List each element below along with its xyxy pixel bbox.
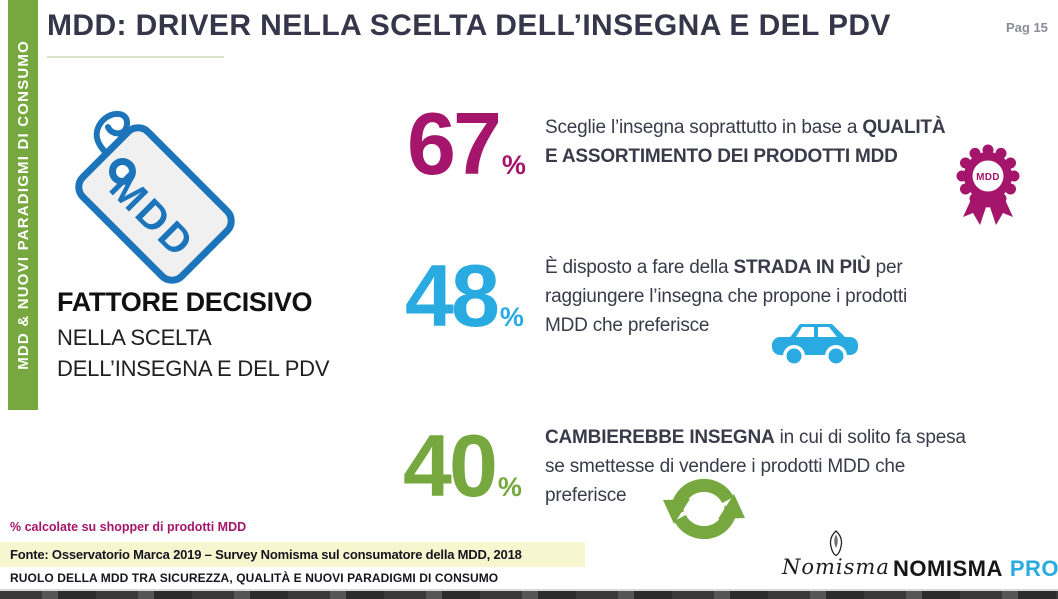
page-title: MDD: DRIVER NELLA SCELTA DELL’INSEGNA E … [47,9,891,42]
stat-text-bold: STRADA IN PIÙ [733,257,871,278]
tag-string [93,110,130,171]
stat-text-regular: raggiungere l’insegna che propone i prod… [545,286,907,307]
percent-sign: % [501,149,526,180]
stat-text-40: CAMBIEREBBE INSEGNA in cui di solito fa … [545,423,1037,510]
left-sub-line1: NELLA SCELTA [57,325,212,350]
bottom-strip [0,589,1058,599]
award-rosette-icon: MDD [956,144,1020,225]
stat-digits: 48 [405,246,500,345]
sidebar-band: MDD & NUOVI PARADIGMI DI CONSUMO [8,0,38,410]
stat-text-48: È disposto a fare della STRADA IN PIÙ pe… [545,253,1037,340]
stat-text-regular: MDD che preferisce [545,315,710,336]
percent-sign: % [497,471,522,502]
stat-text-regular: preferisce [545,485,627,506]
stat-text-bold: QUALITÀ [862,117,946,138]
title-underline [47,56,224,58]
stat-digits: 40 [403,416,498,515]
stat-text-bold: E ASSORTIMENTO DEI PRODOTTI MDD [545,146,898,167]
nomisma-pro-logo: NOMISMA PRO [893,556,1058,582]
footnote: % calcolate su shopper di prodotti MDD [10,520,247,534]
source-highlight-band: Fonte: Osservatorio Marca 2019 – Survey … [0,542,585,567]
mdd-tag-icon: MDD [75,110,235,284]
left-sub-line2: DELL’INSEGNA E DEL PDV [57,356,330,381]
percent-sign: % [499,301,524,332]
stat-text-regular: se smettesse di vendere i prodotti MDD c… [545,456,906,477]
stat-text-bold: CAMBIEREBBE INSEGNA [545,427,775,448]
stat-digits: 67 [407,94,502,193]
nomisma-pro-suffix: PRO [1009,556,1058,581]
left-subheading: NELLA SCELTA DELL’INSEGNA E DEL PDV [57,322,330,384]
nomisma-pro-name: NOMISMA [893,556,1003,581]
stat-text-regular: per [870,257,903,278]
rosette-label: MDD [976,172,1000,183]
sidebar-label: MDD & NUOVI PARADIGMI DI CONSUMO [14,40,32,370]
page-number: Pag 15 [1006,20,1048,35]
recycle-arrows-icon [663,478,745,540]
left-heading: FATTORE DECISIVO [57,287,313,317]
stat-text-regular: Sceglie l’insegna soprattutto in base a [545,117,863,138]
footer-section-title: RUOLO DELLA MDD TRA SICUREZZA, QUALITÀ E… [10,571,499,585]
stat-value-67: 67 % [407,94,526,193]
nomisma-emblem-icon [829,530,843,556]
stat-text-67: Sceglie l’insegna soprattutto in base a … [545,113,1037,171]
stat-value-40: 40 % [403,416,522,515]
stat-text-regular: È disposto a fare della [545,257,734,278]
stat-text-regular: in cui di solito fa spesa [774,427,966,448]
stat-value-48: 48 % [405,246,524,345]
car-icon [772,324,858,367]
nomisma-script-logo: Nomisma [782,555,890,579]
source-text: Fonte: Osservatorio Marca 2019 – Survey … [10,547,522,562]
